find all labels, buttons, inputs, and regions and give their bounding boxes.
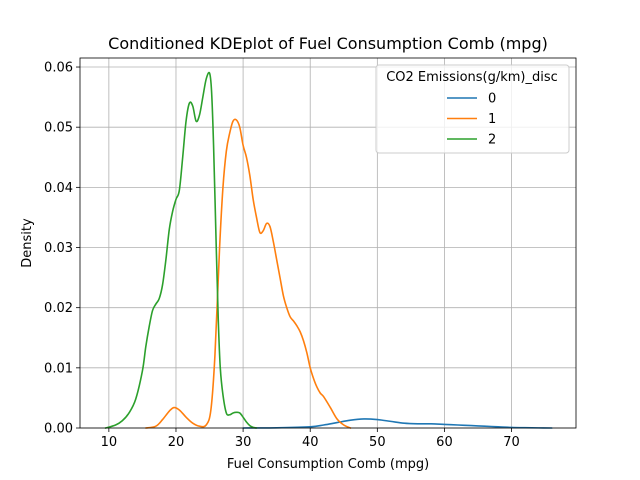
x-tick-label: 60 (436, 435, 453, 450)
x-tick-label: 50 (369, 435, 386, 450)
x-tick-label: 40 (302, 435, 319, 450)
legend-label-1: 1 (488, 112, 496, 127)
x-tick-label: 20 (168, 435, 185, 450)
y-tick-label: 0.00 (44, 422, 73, 437)
chart-title: Conditioned KDEplot of Fuel Consumption … (108, 34, 548, 53)
x-tick-label: 30 (235, 435, 252, 450)
y-axis-label: Density (20, 218, 35, 268)
series-line-2 (104, 71, 258, 429)
y-tick-label: 0.04 (44, 181, 73, 196)
series-layer (104, 71, 553, 429)
series-line-0 (242, 418, 553, 429)
y-tick-label: 0.05 (44, 121, 73, 136)
x-tick-label: 70 (503, 435, 520, 450)
y-tick-label: 0.02 (44, 301, 73, 316)
x-tick-label: 10 (101, 435, 118, 450)
y-tick-label: 0.06 (44, 61, 73, 76)
legend-label-0: 0 (488, 92, 496, 107)
legend: CO2 Emissions(g/km)_disc 0 1 2 (375, 64, 570, 154)
y-tick-label: 0.01 (44, 361, 73, 376)
legend-box (375, 64, 570, 154)
axis-ticks: 10 20 30 40 50 60 700.000.010.020.030.040.050.… (44, 61, 520, 450)
axes-frame (79, 57, 577, 429)
legend-label-2: 2 (488, 133, 496, 148)
series-line-1 (144, 118, 352, 429)
y-tick-label: 0.03 (44, 241, 73, 256)
x-axis-label: Fuel Consumption Comb (mpg) (227, 457, 429, 472)
axes-spines (79, 57, 577, 429)
legend-title: CO2 Emissions(g/km)_disc (386, 70, 558, 85)
